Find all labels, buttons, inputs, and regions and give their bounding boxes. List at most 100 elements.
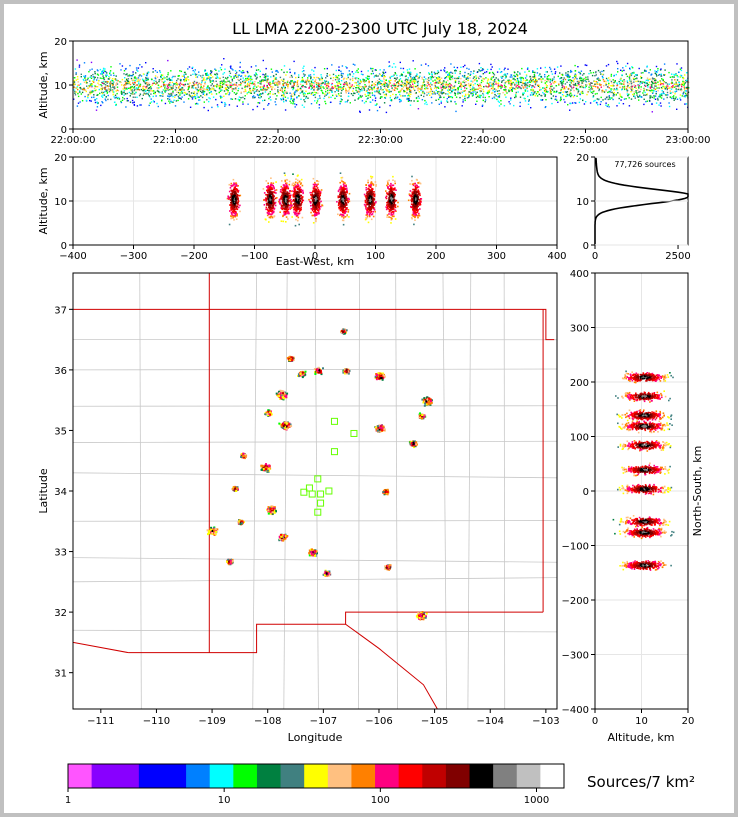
altitude-time-point	[602, 78, 605, 81]
altitude-time-point	[571, 102, 574, 104]
altitude-time-point	[380, 96, 382, 98]
altitude-east-west-point	[286, 191, 289, 193]
altitude-east-west-point	[232, 193, 235, 196]
altitude-time-point	[395, 94, 397, 96]
altitude-time-point	[661, 90, 663, 92]
altitude-time-point	[76, 59, 78, 61]
altitude-time-point	[565, 91, 568, 94]
altitude-time-point	[393, 74, 395, 76]
altitude-time-point	[488, 85, 490, 88]
altitude-time-point	[252, 96, 254, 98]
altitude-time-point	[147, 83, 150, 86]
altitude-time-point	[359, 89, 361, 91]
altitude-time-point	[252, 81, 254, 83]
altitude-time-point	[488, 83, 490, 85]
altitude-time-point	[300, 81, 302, 83]
altitude-time-point	[148, 89, 150, 92]
altitude-time-point	[684, 96, 686, 98]
altitude-time-point	[587, 78, 589, 80]
altitude-time-point	[616, 105, 618, 107]
altitude-time-point	[613, 89, 615, 91]
altitude-time-point	[108, 90, 111, 93]
altitude-time-point	[613, 81, 615, 84]
altitude-time-point	[192, 85, 194, 87]
altitude-time-point	[540, 81, 543, 83]
altitude-time-point	[354, 92, 356, 95]
altitude-time-point	[480, 76, 482, 78]
altitude-time-point	[451, 85, 453, 87]
altitude-time-point	[339, 103, 341, 105]
altitude-time-point	[540, 80, 543, 82]
altitude-time-point	[543, 87, 546, 90]
altitude-east-west-point	[263, 192, 266, 194]
altitude-time-point	[424, 84, 426, 86]
altitude-time-point	[603, 85, 605, 87]
altitude-time-point	[562, 91, 564, 93]
altitude-time-point	[254, 81, 256, 83]
altitude-time-point	[682, 80, 684, 83]
altitude-east-west-point	[265, 208, 267, 211]
altitude-east-west-point	[283, 189, 285, 192]
altitude-time-point	[332, 87, 334, 89]
altitude-time-point	[470, 92, 472, 95]
altitude-time-point	[332, 77, 335, 79]
altitude-time-point	[326, 92, 329, 94]
altitude-time-point	[383, 69, 385, 71]
altitude-time-point	[448, 96, 450, 98]
altitude-time-point	[440, 91, 442, 93]
altitude-east-west-point	[231, 207, 233, 210]
altitude-time-point	[110, 66, 112, 68]
altitude-time-point	[229, 84, 231, 86]
altitude-time-point	[564, 83, 567, 85]
altitude-time-point	[409, 84, 411, 86]
altitude-time-point	[399, 93, 401, 96]
altitude-east-west-point	[266, 214, 269, 217]
altitude-time-point	[422, 90, 424, 93]
altitude-time-point	[488, 91, 490, 93]
altitude-time-point	[322, 82, 324, 84]
altitude-time-point	[621, 89, 623, 91]
altitude-time-point	[449, 89, 451, 91]
altitude-time-point	[323, 79, 326, 82]
altitude-time-point	[666, 85, 668, 87]
altitude-time-point	[192, 87, 195, 89]
altitude-east-west-point	[284, 179, 286, 182]
altitude-time-point	[509, 103, 511, 105]
altitude-time-point	[623, 69, 625, 72]
altitude-time-point	[284, 91, 287, 94]
altitude-time-point	[131, 87, 133, 89]
altitude-time-point	[200, 87, 202, 89]
altitude-time-point	[612, 79, 614, 81]
altitude-time-point	[135, 67, 138, 69]
altitude-time-point	[106, 91, 109, 93]
altitude-time-xtick-label: 22:10:00	[153, 135, 198, 146]
altitude-time-point	[669, 90, 671, 92]
altitude-time-point	[460, 88, 462, 90]
altitude-time-point	[585, 85, 587, 88]
altitude-time-point	[462, 99, 464, 101]
altitude-time-point	[573, 94, 576, 97]
altitude-time-point	[379, 81, 381, 83]
altitude-time-point	[345, 81, 347, 83]
altitude-time-point	[346, 84, 349, 86]
altitude-time-point	[412, 85, 415, 87]
altitude-time-point	[490, 78, 492, 81]
altitude-time-point	[488, 84, 490, 86]
altitude-time-point	[152, 100, 155, 102]
altitude-time-point	[262, 79, 264, 81]
altitude-time-point	[259, 97, 261, 99]
altitude-time-point	[247, 75, 250, 78]
altitude-time-point	[559, 92, 561, 94]
altitude-time-point	[235, 93, 237, 95]
altitude-time-point	[430, 76, 433, 79]
altitude-time-point	[586, 64, 588, 67]
altitude-time-point	[148, 104, 150, 107]
altitude-time-point	[74, 68, 77, 70]
altitude-time-point	[430, 78, 432, 80]
altitude-time-point	[688, 87, 690, 89]
altitude-time-point	[340, 86, 343, 88]
altitude-time-point	[377, 88, 379, 90]
altitude-time-point	[104, 87, 106, 89]
altitude-time-point	[464, 71, 466, 74]
altitude-east-west-point	[286, 209, 289, 212]
